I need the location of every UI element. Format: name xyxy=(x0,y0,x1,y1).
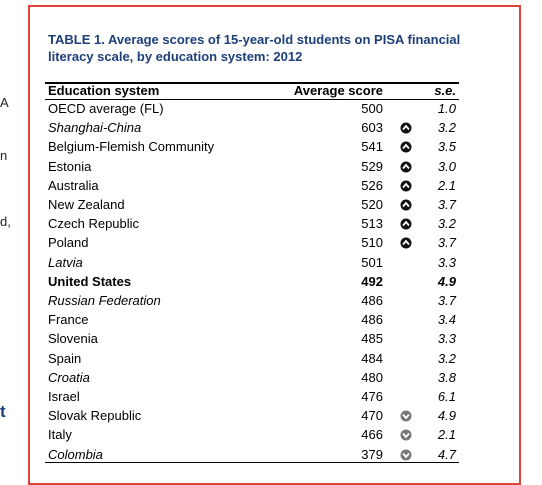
row-score: 485 xyxy=(361,331,383,347)
row-name: Estonia xyxy=(48,158,92,174)
indicator-up xyxy=(400,161,412,173)
row-name: Belgium-Flemish Community xyxy=(48,139,215,155)
row-score: 379 xyxy=(361,446,383,462)
row-score: 486 xyxy=(361,312,383,328)
row-name: United States xyxy=(48,273,132,289)
table-title: TABLE 1. Average scores of 15-year-old s… xyxy=(48,32,461,64)
row-score: 486 xyxy=(361,293,383,308)
row-name: Czech Republic xyxy=(48,216,140,232)
row-score: 492 xyxy=(361,273,383,289)
row-se: 3.2 xyxy=(437,120,456,136)
row-name: Spain xyxy=(48,350,82,366)
row-name: Latvia xyxy=(48,254,83,270)
row-score: 484 xyxy=(361,350,383,366)
row-se: 3.0 xyxy=(437,158,456,174)
row-se: 3.2 xyxy=(437,216,456,232)
indicator-up xyxy=(400,141,412,153)
row-name: Slovenia xyxy=(48,331,98,347)
indicator-up xyxy=(400,237,412,249)
row-se: 6.1 xyxy=(437,389,456,404)
row-name: Italy xyxy=(48,427,72,443)
row-se: 3.3 xyxy=(437,331,456,347)
page: {"margin_fragments": [{"text": "A", "top… xyxy=(0,5,521,485)
margin-fragment: t xyxy=(0,402,6,421)
row-score: 470 xyxy=(361,408,383,424)
row-name: Israel xyxy=(48,389,80,404)
row-score: 526 xyxy=(361,177,383,193)
row-se: 3.5 xyxy=(437,139,456,155)
margin-fragment: d, xyxy=(0,214,11,229)
row-score: 501 xyxy=(361,254,383,270)
rule xyxy=(45,82,459,84)
row-se: 3.7 xyxy=(437,235,456,251)
row-score: 500 xyxy=(361,101,383,116)
row-score: 510 xyxy=(361,235,383,251)
row-score: 476 xyxy=(361,389,383,404)
row-se: 2.1 xyxy=(437,427,456,443)
indicator-up xyxy=(400,199,412,211)
row-name: France xyxy=(48,312,89,328)
row-se: 3.4 xyxy=(437,312,456,328)
row-se: 1.0 xyxy=(437,101,456,116)
header: Education system xyxy=(48,83,160,98)
row-se: 4.7 xyxy=(437,446,456,462)
row-se: 2.1 xyxy=(437,177,456,193)
row-se: 4.9 xyxy=(437,408,456,424)
row-name: Poland xyxy=(48,235,89,251)
indicator-up xyxy=(400,122,412,134)
row-score: 513 xyxy=(361,216,383,232)
row-name: Shanghai-China xyxy=(48,120,142,136)
row-score: 520 xyxy=(361,197,383,212)
header: s.e. xyxy=(434,83,456,98)
row-se: 3.3 xyxy=(437,254,456,270)
row-name: Australia xyxy=(48,177,99,193)
row-se: 3.2 xyxy=(437,350,456,366)
indicator-down xyxy=(400,429,412,441)
indicator-down xyxy=(400,410,412,422)
row-name: OECD average (FL) xyxy=(48,101,164,116)
indicator-up xyxy=(400,218,412,230)
margin-fragment: n xyxy=(0,148,8,163)
row-se: 4.9 xyxy=(437,273,456,289)
row-score: 466 xyxy=(361,427,383,443)
row-name: Croatia xyxy=(48,369,90,385)
margin-fragment: A xyxy=(0,95,9,110)
row-name: Slovak Republic xyxy=(48,408,142,424)
row-name: New Zealand xyxy=(48,197,125,212)
row-score: 480 xyxy=(361,369,383,385)
row-se: 3.7 xyxy=(437,197,456,212)
row-name: Colombia xyxy=(48,446,103,462)
row-score: 603 xyxy=(361,120,383,136)
row-se: 3.8 xyxy=(437,369,456,385)
rule xyxy=(45,462,459,463)
row-name: Russian Federation xyxy=(48,293,161,308)
row-score: 529 xyxy=(361,158,383,174)
header: Average score xyxy=(293,83,383,98)
indicator-up xyxy=(400,180,412,192)
indicator-down xyxy=(400,449,412,461)
rule xyxy=(45,99,459,100)
row-se: 3.7 xyxy=(437,293,456,308)
row-score: 541 xyxy=(361,139,383,155)
